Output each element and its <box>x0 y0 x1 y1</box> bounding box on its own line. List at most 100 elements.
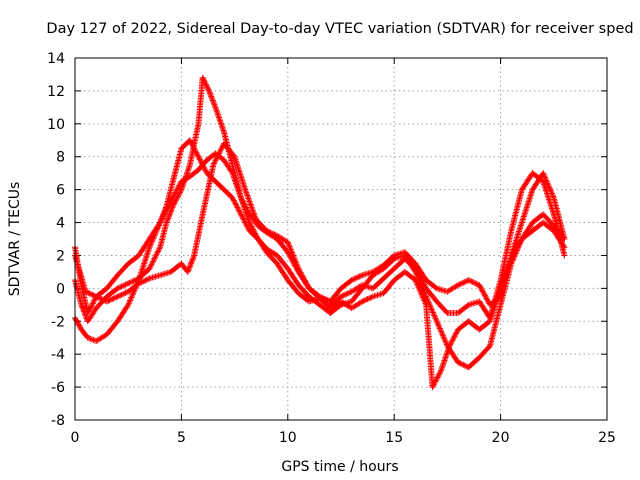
data-point <box>90 299 97 306</box>
data-point <box>413 280 420 287</box>
data-point <box>297 269 304 276</box>
data-point <box>199 161 206 168</box>
data-point <box>561 236 568 242</box>
data-point <box>455 359 462 366</box>
y-tick-label: 0 <box>56 281 65 297</box>
data-point <box>170 201 177 208</box>
data-point <box>345 289 352 296</box>
data-point <box>181 176 188 183</box>
data-point <box>291 255 298 262</box>
data-point <box>122 281 129 288</box>
data-point <box>434 374 441 381</box>
data-point <box>446 344 453 351</box>
data-point <box>316 293 323 300</box>
data-point <box>126 298 133 305</box>
data-point <box>479 287 486 294</box>
data-point <box>147 264 154 271</box>
data-point <box>162 204 169 211</box>
data-point <box>456 281 463 288</box>
data-point <box>184 268 191 275</box>
data-point <box>145 276 152 283</box>
data-point <box>187 262 194 269</box>
data-point <box>234 204 241 211</box>
data-point <box>238 196 245 203</box>
data-point <box>159 214 166 221</box>
data-point <box>84 334 91 341</box>
data-point <box>241 206 248 213</box>
data-point <box>216 117 223 124</box>
data-point <box>459 361 466 368</box>
data-point <box>147 242 154 249</box>
data-point <box>176 190 183 197</box>
data-point <box>206 87 213 94</box>
data-point <box>244 194 251 201</box>
data-point <box>81 308 88 315</box>
data-point <box>271 231 278 238</box>
x-tick-label: 15 <box>385 430 403 446</box>
data-point <box>149 236 156 243</box>
data-point <box>251 213 258 220</box>
data-point <box>127 279 134 286</box>
data-point <box>440 332 447 339</box>
data-point <box>220 127 227 134</box>
data-point <box>166 211 173 218</box>
data-point <box>165 214 172 221</box>
data-point <box>235 207 242 214</box>
data-point <box>339 292 346 299</box>
data-point <box>437 326 444 333</box>
data-point <box>97 295 104 302</box>
data-point <box>162 205 169 212</box>
data-point <box>244 213 251 220</box>
data-point <box>85 289 92 296</box>
data-point <box>202 167 209 174</box>
data-point <box>419 293 426 300</box>
data-point <box>433 318 440 325</box>
data-point <box>185 164 192 171</box>
data-point <box>435 371 442 378</box>
data-point <box>201 164 208 171</box>
data-point <box>194 152 201 159</box>
data-point <box>436 325 443 332</box>
data-point <box>237 209 244 216</box>
data-point <box>414 273 421 280</box>
data-point <box>465 277 472 284</box>
data-point <box>178 186 185 193</box>
data-point <box>119 291 126 298</box>
data-point <box>86 305 93 312</box>
data-point <box>323 296 330 303</box>
y-tick-label: 14 <box>47 51 65 67</box>
data-point <box>148 261 155 268</box>
data-point <box>433 316 440 323</box>
data-point <box>347 289 354 296</box>
data-point <box>180 180 187 187</box>
data-point <box>211 101 218 108</box>
data-point <box>182 175 189 182</box>
data-point <box>183 172 190 179</box>
data-point <box>86 290 93 297</box>
data-point <box>213 108 220 115</box>
data-point <box>203 82 210 89</box>
data-point <box>292 258 299 265</box>
data-point <box>440 361 447 368</box>
data-point <box>414 282 421 289</box>
data-point <box>175 192 182 199</box>
data-point <box>415 284 422 291</box>
data-point <box>150 258 157 265</box>
data-point <box>150 257 157 264</box>
data-point <box>83 289 90 296</box>
data-point <box>252 231 259 238</box>
data-point <box>201 78 208 85</box>
data-point <box>78 303 85 310</box>
data-point <box>418 290 425 297</box>
data-point <box>142 277 149 284</box>
data-point <box>208 94 215 101</box>
data-point <box>298 272 305 279</box>
data-point <box>481 291 488 298</box>
data-point <box>237 211 244 218</box>
data-point <box>114 293 121 300</box>
data-point <box>200 77 207 84</box>
data-point <box>214 111 221 118</box>
data-point <box>246 198 253 205</box>
data-point <box>207 90 214 97</box>
data-point <box>197 157 204 164</box>
